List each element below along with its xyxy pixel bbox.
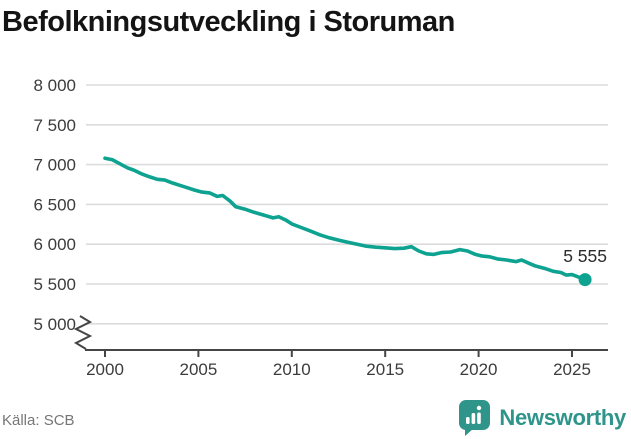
newsworthy-logo: Newsworthy [458,399,626,436]
source-label: Källa: SCB [2,412,75,429]
y-axis-label: 6 500 [33,195,76,214]
x-axis-label: 2010 [273,360,311,379]
x-axis-label: 2020 [460,360,498,379]
page-title: Befolkningsutveckling i Storuman [2,6,455,38]
end-value-label: 5 555 [563,246,607,266]
trend-line [103,156,587,282]
y-axis-label: 7 000 [33,156,76,175]
y-axis-label: 5 500 [33,275,76,294]
x-axis-label: 2025 [553,360,591,379]
end-point-dot [578,273,592,287]
x-axis-label: 2000 [86,360,124,379]
y-axis-label: 8 000 [33,76,76,95]
y-axis-label: 6 000 [33,235,76,254]
bar-chart-bubble-icon [459,400,491,436]
x-axis-label: 2005 [179,360,217,379]
y-axis-label: 5 000 [33,315,76,334]
x-axis-label: 2015 [366,360,404,379]
y-axis-label: 7 500 [33,116,76,135]
newsworthy-logo-text: Newsworthy [499,404,626,430]
y-axis-break-icon [73,315,93,350]
